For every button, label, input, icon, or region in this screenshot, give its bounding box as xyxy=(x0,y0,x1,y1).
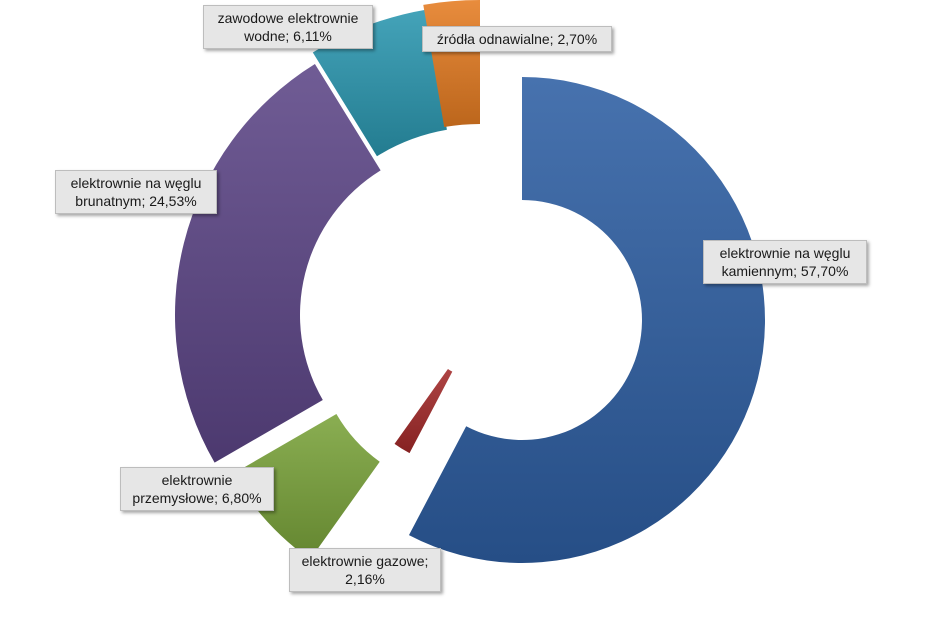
slice-elektrownie-na-weglu-kamiennym xyxy=(408,77,766,563)
slice-elektrownie-na-weglu-brunatnym xyxy=(174,64,381,463)
data-label-elektrownie-gazowe: elektrownie gazowe; 2,16% xyxy=(289,548,441,592)
data-label-line: źródła odnawialne; 2,70% xyxy=(436,31,598,47)
data-label-elektrownie-na-weglu-kamiennym: elektrownie na węglu kamiennym; 57,70% xyxy=(703,240,867,284)
data-label-line: brunatnym; 24,53% xyxy=(75,193,197,209)
data-label-line: przemysłowe; 6,80% xyxy=(132,490,262,506)
slices-layer xyxy=(174,0,766,563)
data-label-line: 2,16% xyxy=(345,571,385,587)
data-label-line: elektrownie na węglu xyxy=(70,175,202,191)
data-label-line: elektrownie xyxy=(161,472,233,488)
data-label-line: elektrownie gazowe; xyxy=(301,553,429,569)
data-label-line: elektrownie na węglu xyxy=(719,245,851,261)
data-label-line: kamiennym; 57,70% xyxy=(721,263,849,279)
data-label-zawodowe-elektrownie-wodne: zawodowe elektrownie wodne; 6,11% xyxy=(203,5,373,49)
data-label-elektrownie-na-weglu-brunatnym: elektrownie na węglu brunatnym; 24,53% xyxy=(55,170,217,214)
slice-elektrownie-przemyslowe xyxy=(232,414,380,560)
data-label-line: zawodowe elektrownie xyxy=(217,10,359,26)
data-label-elektrownie-przemyslowe: elektrownie przemysłowe; 6,80% xyxy=(120,467,274,511)
data-label-line: wodne; 6,11% xyxy=(244,28,332,44)
data-label-zrodla-odnawialne: źródła odnawialne; 2,70% xyxy=(422,26,612,52)
slice-elektrownie-gazowe xyxy=(394,368,453,454)
